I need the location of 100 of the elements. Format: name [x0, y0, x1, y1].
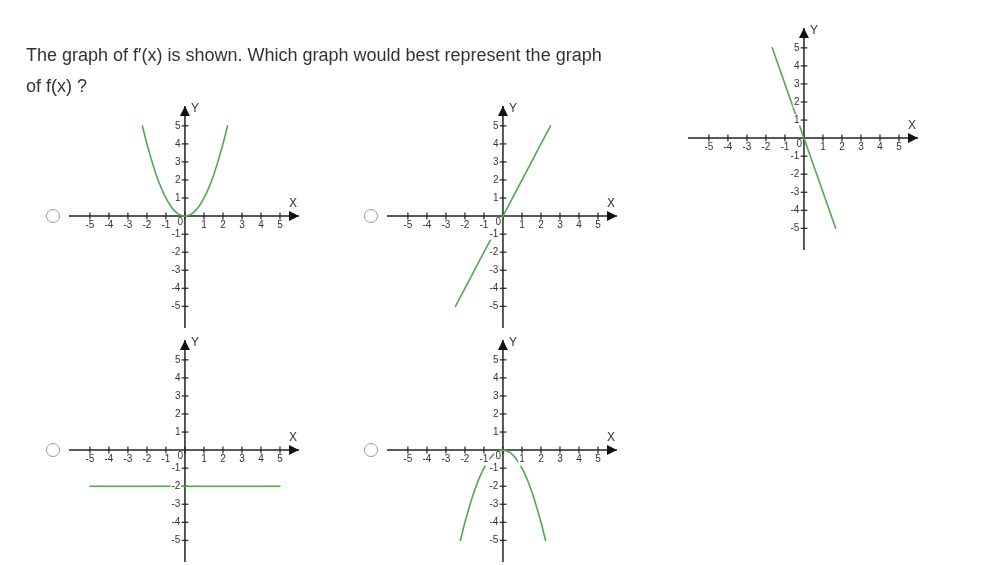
x-tick-label: 1 — [519, 453, 526, 465]
x-tick-label: 4 — [576, 453, 583, 465]
y-tick-label: 3 — [492, 155, 499, 167]
x-tick-label: 5 — [896, 141, 903, 153]
y-tick-label: 4 — [492, 371, 499, 383]
x-tick-label: 3 — [239, 453, 246, 465]
y-tick-label: -4 — [171, 516, 181, 528]
x-tick-label: -5 — [85, 453, 95, 465]
y-tick-label: 1 — [492, 191, 499, 203]
y-tick-label: -2 — [489, 479, 499, 491]
y-tick-label: 2 — [174, 407, 181, 419]
x-tick-label: 1 — [519, 219, 526, 231]
y-tick-label: 1 — [492, 425, 499, 437]
x-tick-label: -2 — [142, 453, 152, 465]
y-tick-label: -3 — [171, 263, 181, 275]
x-tick-label: -2 — [460, 453, 470, 465]
y-tick-label: -5 — [171, 534, 181, 546]
x-tick-label: 0 — [495, 216, 502, 228]
x-tick-label: 5 — [277, 453, 284, 465]
x-tick-label: -3 — [742, 141, 752, 153]
y-tick-label: -3 — [489, 497, 499, 509]
y-tick-label: 5 — [793, 41, 800, 53]
x-axis-title: X — [907, 118, 917, 133]
x-tick-label: -5 — [403, 453, 413, 465]
x-axis-title: X — [606, 430, 616, 445]
x-tick-label: 0 — [796, 138, 803, 150]
y-axis-title: Y — [190, 335, 199, 350]
x-tick-label: 2 — [220, 453, 227, 465]
x-tick-label: 3 — [557, 453, 564, 465]
y-tick-label: 1 — [174, 425, 181, 437]
x-tick-label: -3 — [441, 453, 451, 465]
y-tick-label: -4 — [489, 516, 499, 528]
y-axis-title: Y — [190, 101, 199, 116]
y-tick-label: 5 — [492, 353, 499, 365]
y-tick-label: -2 — [171, 479, 181, 491]
y-tick-label: 1 — [174, 191, 181, 203]
x-tick-label: 3 — [239, 219, 246, 231]
y-tick-label: 4 — [174, 371, 181, 383]
y-tick-label: 5 — [174, 353, 181, 365]
line-series — [459, 449, 547, 542]
x-tick-label: -4 — [422, 219, 432, 231]
y-tick-label: -1 — [171, 227, 181, 239]
x-tick-label: -1 — [479, 219, 489, 231]
x-tick-label: 1 — [201, 453, 208, 465]
x-tick-label: 0 — [177, 450, 184, 462]
y-tick-label: 1 — [793, 113, 800, 125]
y-tick-label: -3 — [790, 185, 800, 197]
y-tick-label: -5 — [489, 534, 499, 546]
x-tick-label: 4 — [258, 453, 265, 465]
y-tick-label: -3 — [489, 263, 499, 275]
x-tick-label: 2 — [538, 453, 545, 465]
x-tick-label: 4 — [576, 219, 583, 231]
x-tick-label: 0 — [177, 216, 184, 228]
y-tick-label: -2 — [790, 167, 800, 179]
y-tick-label: 3 — [174, 389, 181, 401]
x-tick-label: -5 — [403, 219, 413, 231]
y-tick-label: 3 — [174, 155, 181, 167]
y-tick-label: -4 — [489, 282, 499, 294]
x-tick-label: -1 — [780, 141, 790, 153]
y-tick-label: 3 — [793, 77, 800, 89]
x-tick-label: 2 — [839, 141, 846, 153]
x-tick-label: -3 — [123, 453, 133, 465]
text: The graph of f′(x) is shown. Which graph would best represent the graph of f(x) ? — [26, 44, 603, 98]
x-tick-label: -3 — [123, 219, 133, 231]
x-tick-label: -2 — [761, 141, 771, 153]
y-tick-label: -5 — [489, 300, 499, 312]
x-tick-label: -5 — [85, 219, 95, 231]
x-tick-label: -2 — [142, 219, 152, 231]
x-tick-label: 4 — [258, 219, 265, 231]
y-axis-title: Y — [508, 101, 517, 116]
x-tick-label: -1 — [479, 453, 489, 465]
x-tick-label: 2 — [220, 219, 227, 231]
x-tick-label: 1 — [201, 219, 208, 231]
x-tick-label: -1 — [161, 453, 171, 465]
y-tick-label: -4 — [790, 204, 800, 216]
y-tick-label: -1 — [171, 461, 181, 473]
y-tick-label: 2 — [793, 95, 800, 107]
y-tick-label: -3 — [171, 497, 181, 509]
x-tick-label: 1 — [820, 141, 827, 153]
y-axis-title: Y — [809, 23, 818, 38]
y-axis-title: Y — [508, 335, 517, 350]
y-tick-label: -5 — [171, 300, 181, 312]
x-tick-label: 0 — [495, 450, 502, 462]
y-tick-label: 4 — [793, 59, 800, 71]
y-tick-label: 2 — [492, 407, 499, 419]
y-tick-label: -2 — [489, 245, 499, 257]
x-tick-label: 5 — [595, 453, 602, 465]
x-tick-label: -3 — [441, 219, 451, 231]
y-tick-label: -1 — [489, 227, 499, 239]
y-tick-label: 5 — [492, 119, 499, 131]
x-tick-label: 5 — [277, 219, 284, 231]
y-tick-label: -1 — [489, 461, 499, 473]
x-tick-label: 4 — [877, 141, 884, 153]
y-tick-label: -4 — [171, 282, 181, 294]
y-tick-label: 2 — [174, 173, 181, 185]
x-tick-label: -5 — [704, 141, 714, 153]
y-tick-label: 5 — [174, 119, 181, 131]
x-axis-title: X — [288, 430, 298, 445]
x-tick-label: -4 — [104, 219, 114, 231]
x-tick-label: -4 — [104, 453, 114, 465]
